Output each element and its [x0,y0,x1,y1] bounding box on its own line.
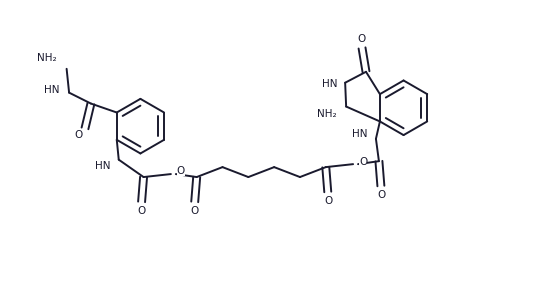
Text: O: O [324,196,333,206]
Text: NH₂: NH₂ [37,53,57,63]
Text: HN: HN [95,161,111,171]
Text: O: O [377,190,385,200]
Text: O: O [137,206,145,216]
Text: HN: HN [353,129,368,139]
Text: O: O [359,157,367,167]
Text: O: O [190,206,198,216]
Text: O: O [357,34,365,44]
Text: O: O [74,130,82,140]
Text: HN: HN [322,79,337,89]
Text: NH₂: NH₂ [316,110,336,119]
Text: HN: HN [44,85,59,95]
Text: O: O [177,166,185,176]
